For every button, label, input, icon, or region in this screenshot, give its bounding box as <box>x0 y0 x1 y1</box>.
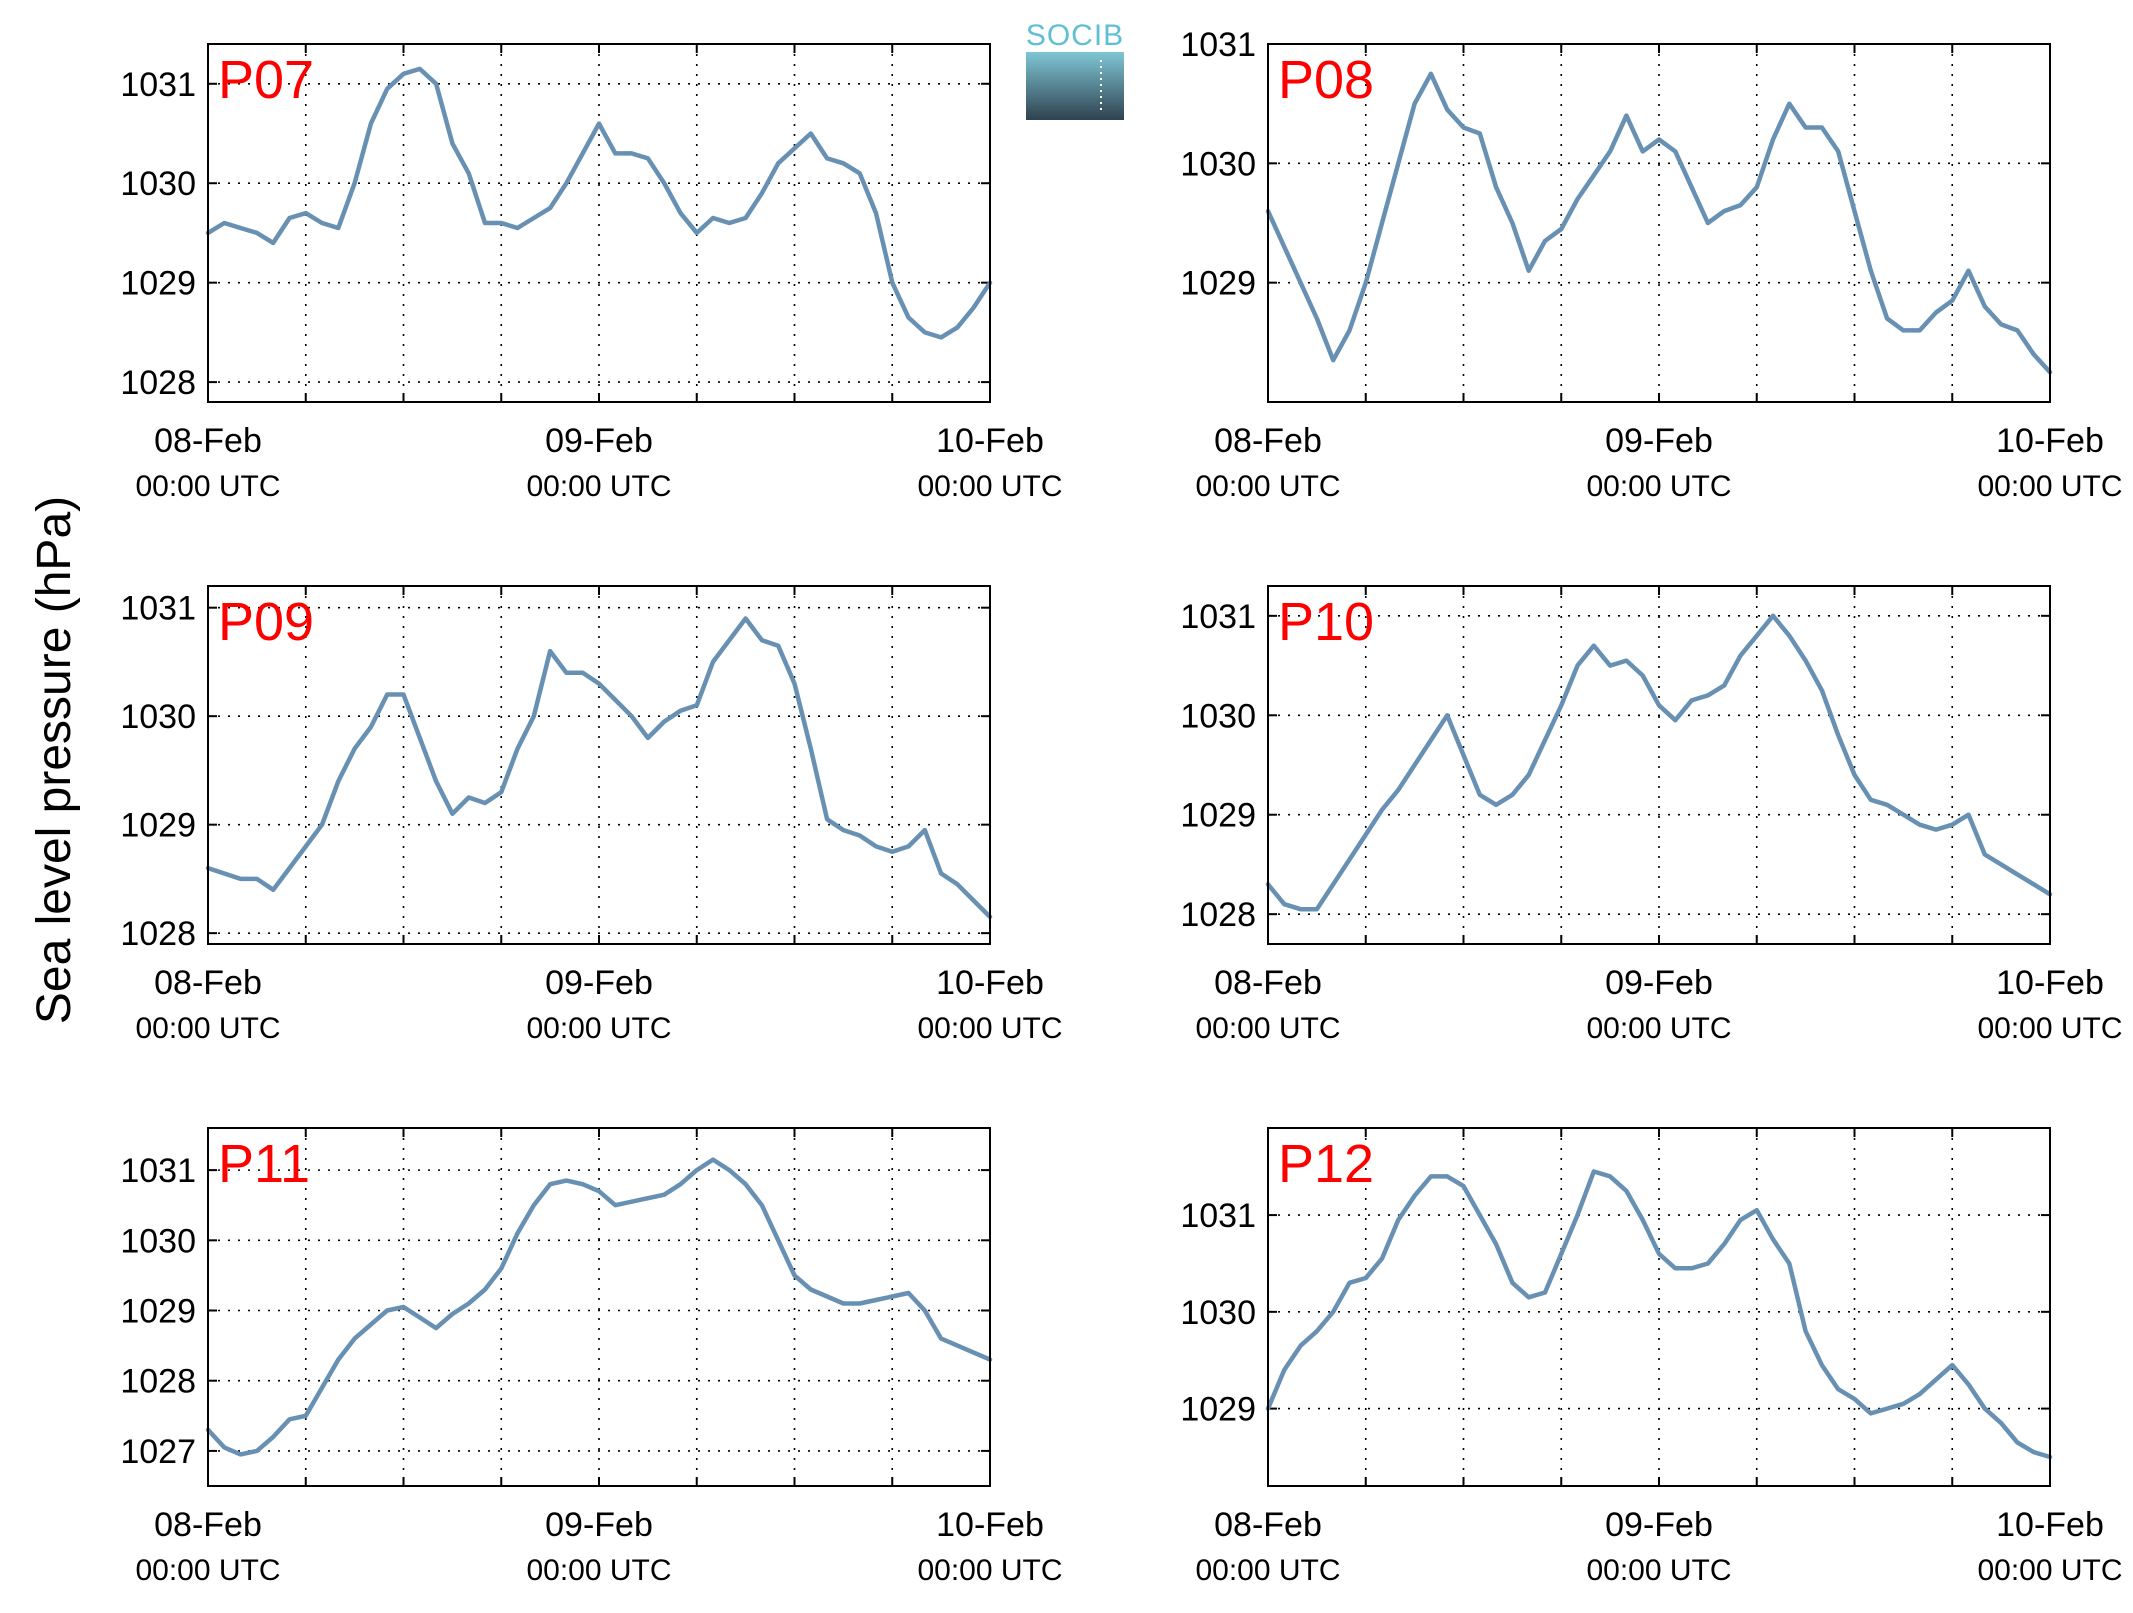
y-tick-label: 1029 <box>120 807 196 845</box>
plot-area <box>1268 44 2050 402</box>
y-tick-label: 1029 <box>1180 1391 1256 1429</box>
x-tick-label-time: 00:00 UTC <box>1586 1012 1731 1045</box>
y-tick-label: 1031 <box>1180 26 1256 64</box>
x-tick-label-time: 00:00 UTC <box>1195 1012 1340 1045</box>
x-tick-label-date: 09-Feb <box>1605 1506 1713 1544</box>
y-tick-label: 1031 <box>120 590 196 628</box>
chart-panel: 1028 1029 1030 1031 08-Feb 00:00 UTC 09-Feb 00:… <box>120 43 1063 503</box>
plot-area <box>1268 1128 2050 1486</box>
x-tick-label-date: 08-Feb <box>1214 422 1322 460</box>
panel-label: P09 <box>218 592 314 652</box>
x-tick-label-date: 09-Feb <box>545 964 653 1002</box>
x-tick-label-date: 10-Feb <box>936 964 1044 1002</box>
y-tick-label: 1030 <box>1180 697 1256 735</box>
y-tick-label: 1029 <box>120 265 196 303</box>
chart-panel: 1028 1029 1030 1031 08-Feb 00:00 UTC 09-Feb 00:… <box>120 585 1063 1045</box>
y-tick-label: 1029 <box>120 1293 196 1331</box>
axes-frame <box>1267 43 2051 403</box>
x-tick-label-date: 08-Feb <box>154 964 262 1002</box>
x-tick-label-date: 10-Feb <box>936 422 1044 460</box>
x-tick-label-time: 00:00 UTC <box>526 1554 671 1587</box>
x-tick-label-date: 10-Feb <box>1996 1506 2104 1544</box>
x-tick-label-date: 08-Feb <box>154 1506 262 1544</box>
pressure-series-line <box>205 66 993 340</box>
y-tick-label: 1028 <box>1180 896 1256 934</box>
panel-label: P08 <box>1278 50 1374 110</box>
chart-panel: 1028 1029 1030 1031 08-Feb 00:00 UTC 09-Feb 00:… <box>1180 585 2123 1045</box>
pressure-series-line <box>1265 71 2053 375</box>
y-tick-label: 1028 <box>120 1363 196 1401</box>
y-tick-label: 1030 <box>120 1222 196 1260</box>
x-tick-label-time: 00:00 UTC <box>526 1012 671 1045</box>
x-tick-label-date: 10-Feb <box>936 1506 1044 1544</box>
chart-panel: 1029 1030 1031 08-Feb 00:00 UTC 09-Feb 00:00 U… <box>1180 26 2122 503</box>
x-tick-label-date: 08-Feb <box>1214 1506 1322 1544</box>
plot-area <box>1268 586 2050 944</box>
x-tick-label-date: 09-Feb <box>545 422 653 460</box>
x-tick-label-time: 00:00 UTC <box>1586 1554 1731 1587</box>
axes-frame <box>1267 585 2051 945</box>
plot-area <box>208 1128 990 1486</box>
y-axis-label: Sea level pressure (hPa) <box>28 496 81 1024</box>
y-tick-label: 1030 <box>1180 1294 1256 1332</box>
panel-label: P10 <box>1278 592 1374 652</box>
x-tick-label-date: 09-Feb <box>545 1506 653 1544</box>
chart-panel: 1029 1030 1031 08-Feb 00:00 UTC 09-Feb 00:00 U… <box>1180 1127 2123 1587</box>
pressure-series-line <box>205 616 993 920</box>
y-tick-label: 1030 <box>1180 145 1256 183</box>
axes-frame <box>207 585 991 945</box>
x-tick-label-time: 00:00 UTC <box>1977 470 2122 503</box>
y-tick-label: 1029 <box>1180 265 1256 303</box>
axes-frame <box>207 1127 991 1487</box>
y-tick-label: 1031 <box>1180 1197 1256 1235</box>
x-tick-label-time: 00:00 UTC <box>135 470 280 503</box>
y-tick-label: 1027 <box>120 1433 196 1471</box>
x-tick-label-date: 08-Feb <box>1214 964 1322 1002</box>
y-tick-label: 1031 <box>120 66 196 104</box>
x-tick-label-time: 00:00 UTC <box>917 1554 1062 1587</box>
chart-panel: 1027 1028 1029 1030 1031 08-Feb 00:00 UTC 09-Fe… <box>120 1127 1063 1587</box>
x-tick-label-time: 00:00 UTC <box>135 1012 280 1045</box>
x-tick-label-time: 00:00 UTC <box>1586 470 1731 503</box>
axes-frame <box>1267 1127 2051 1487</box>
logo-text: SOCIB <box>1026 19 1124 52</box>
socib-logo: SOCIB <box>1026 19 1124 120</box>
x-tick-label-time: 00:00 UTC <box>917 1012 1062 1045</box>
y-tick-label: 1028 <box>120 915 196 953</box>
x-tick-label-date: 08-Feb <box>154 422 262 460</box>
x-tick-label-time: 00:00 UTC <box>526 470 671 503</box>
y-tick-label: 1028 <box>120 364 196 402</box>
x-tick-label-date: 09-Feb <box>1605 422 1713 460</box>
x-tick-label-time: 00:00 UTC <box>1195 1554 1340 1587</box>
y-tick-label: 1031 <box>1180 598 1256 636</box>
y-tick-label: 1031 <box>120 1152 196 1190</box>
logo-block <box>1026 52 1124 120</box>
y-tick-label: 1030 <box>120 165 196 203</box>
panel-label: P07 <box>218 50 314 110</box>
x-tick-label-time: 00:00 UTC <box>135 1554 280 1587</box>
y-tick-label: 1029 <box>1180 797 1256 835</box>
x-tick-label-date: 10-Feb <box>1996 964 2104 1002</box>
x-tick-label-time: 00:00 UTC <box>1977 1012 2122 1045</box>
y-tick-label: 1030 <box>120 698 196 736</box>
x-tick-label-time: 00:00 UTC <box>1195 470 1340 503</box>
panel-label: P11 <box>218 1134 310 1194</box>
plot-area <box>208 586 990 944</box>
x-tick-label-time: 00:00 UTC <box>917 470 1062 503</box>
x-tick-label-date: 10-Feb <box>1996 422 2104 460</box>
pressure-series-line <box>205 1157 993 1457</box>
pressure-series-line <box>1265 613 2053 912</box>
axes-frame <box>207 43 991 403</box>
x-tick-label-time: 00:00 UTC <box>1977 1554 2122 1587</box>
x-tick-label-date: 09-Feb <box>1605 964 1713 1002</box>
pressure-series-line <box>1265 1169 2053 1460</box>
panel-label: P12 <box>1278 1134 1374 1194</box>
